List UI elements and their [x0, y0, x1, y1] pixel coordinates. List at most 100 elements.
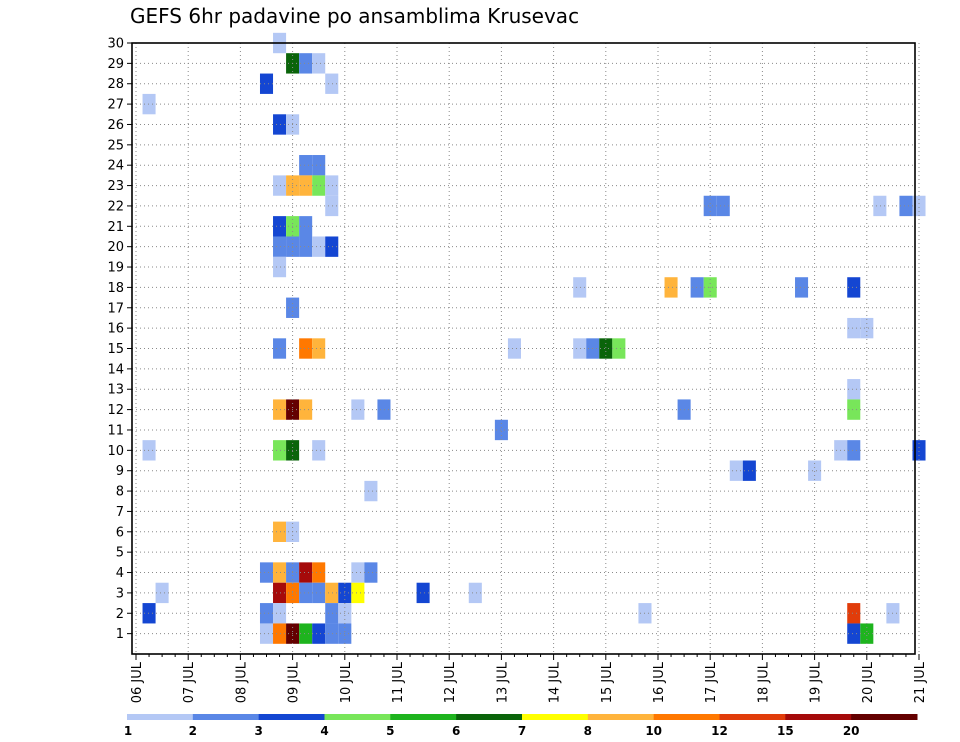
colorbar-label: 20 — [843, 724, 860, 738]
heatmap-cell — [325, 582, 339, 604]
colorbar-label: 8 — [584, 724, 592, 738]
y-tick-label: 22 — [107, 199, 124, 214]
heatmap-cell — [299, 53, 313, 74]
x-tick-label: 19 JUL — [809, 661, 824, 703]
y-tick-label: 24 — [107, 159, 124, 174]
grid-layer — [132, 42, 920, 654]
colorbar-segment — [127, 714, 194, 720]
y-tick-label: 25 — [107, 138, 124, 153]
heatmap-cell — [795, 277, 809, 298]
y-tick-label: 28 — [107, 77, 124, 92]
colorbar-label: 2 — [189, 724, 197, 738]
y-tick-label: 11 — [107, 423, 124, 438]
heatmap-cell — [299, 623, 313, 644]
y-tick-label: 17 — [107, 301, 124, 316]
y-tick-label: 21 — [107, 220, 124, 235]
heatmap-cell — [312, 623, 326, 644]
heatmap-cell — [507, 338, 521, 359]
heatmap-cell — [351, 582, 365, 604]
heatmap-cell — [273, 623, 287, 644]
x-tick-label: 18 JUL — [756, 661, 771, 703]
heatmap-cell — [899, 195, 913, 217]
heatmap-cell — [299, 236, 313, 257]
y-tick-label: 26 — [107, 118, 124, 133]
heatmap-cell — [273, 114, 287, 135]
y-tick-label: 7 — [116, 505, 124, 520]
colorbar-segment — [587, 714, 655, 720]
heatmap-cell — [612, 338, 626, 359]
heatmap-cell — [273, 603, 287, 624]
y-tick-label: 8 — [116, 485, 124, 500]
y-tick-label: 14 — [107, 362, 124, 377]
x-tick-label: 20 JUL — [861, 661, 876, 703]
heatmap-cell — [847, 317, 861, 339]
y-tick-label: 5 — [116, 546, 124, 561]
heatmap-cell — [312, 582, 326, 604]
colorbar-label: 6 — [452, 724, 460, 738]
heatmap-cell — [312, 338, 326, 359]
heatmap-cell — [273, 440, 287, 461]
heatmap-cell — [573, 277, 587, 298]
x-tick-label: 13 JUL — [495, 661, 510, 703]
y-tick-label: 9 — [116, 464, 124, 479]
colorbar-label: 15 — [777, 724, 794, 738]
heatmap-cell — [273, 582, 287, 604]
colorbar-label: 10 — [645, 724, 662, 738]
y-tick-label: 1 — [116, 627, 124, 642]
colorbar-segment — [522, 714, 589, 720]
heatmap-cell — [377, 399, 391, 420]
colorbar-label: 4 — [320, 724, 328, 738]
heatmap-cell — [273, 175, 287, 196]
heatmap-cell — [690, 277, 704, 298]
heatmap-cell — [299, 562, 313, 583]
y-tick-label: 27 — [107, 98, 124, 113]
y-tick-label: 12 — [107, 403, 124, 418]
x-tick-label: 06 JUL — [130, 661, 145, 703]
heatmap-cell — [364, 480, 378, 502]
colorbar-segment — [192, 714, 260, 720]
heatmap-cell — [259, 623, 274, 644]
y-tick-label: 20 — [107, 240, 124, 255]
heatmap-cell — [312, 175, 326, 196]
heatmap-cell — [273, 521, 287, 542]
heatmap-cell — [312, 155, 326, 176]
heatmap-cell — [299, 582, 313, 604]
heatmap-cell — [873, 195, 887, 217]
heatmap-cell — [325, 236, 339, 257]
heatmap-cell — [299, 155, 313, 176]
heatmap-cell — [325, 175, 339, 196]
heatmap-cell — [142, 440, 156, 461]
heatmap-cell — [312, 562, 326, 583]
colorbar-segment — [324, 714, 391, 720]
heatmap-cell — [351, 562, 365, 583]
heatmap-cell — [273, 562, 287, 583]
colorbar-segment — [653, 714, 720, 720]
y-tick-label: 4 — [116, 566, 124, 581]
heatmap-cell — [273, 236, 287, 257]
y-tick-label: 13 — [107, 383, 124, 398]
heatmap-cell — [142, 603, 156, 624]
colorbar: 1 2 3 4 5 6 7 8 10 12 15 20 — [124, 714, 918, 738]
colorbar-label: 5 — [386, 724, 394, 738]
heatmap-cell — [312, 53, 326, 74]
heatmap-cell — [155, 582, 169, 604]
heatmap-cell — [860, 623, 874, 644]
x-tick-label: 16 JUL — [652, 661, 667, 703]
x-tick-label: 08 JUL — [234, 661, 249, 703]
colorbar-label: 1 — [124, 724, 132, 738]
heatmap-cell — [703, 195, 717, 217]
heatmap-cell — [312, 440, 326, 461]
colorbar-segment — [851, 714, 918, 720]
heatmap-cell — [259, 603, 274, 624]
heatmap-cell — [312, 236, 326, 257]
heatmap-cell — [468, 582, 482, 604]
heatmap-cell — [273, 216, 287, 237]
y-tick-label: 18 — [107, 281, 124, 296]
heatmap-cell — [142, 93, 156, 115]
x-tick-label: 09 JUL — [287, 661, 302, 703]
chart-title: GEFS 6hr padavine po ansamblima Krusevac — [130, 4, 580, 28]
heatmap-cell — [742, 460, 756, 481]
colorbar-segment — [456, 714, 523, 720]
y-tick-label: 6 — [116, 525, 124, 540]
heatmap-cell — [299, 399, 313, 420]
